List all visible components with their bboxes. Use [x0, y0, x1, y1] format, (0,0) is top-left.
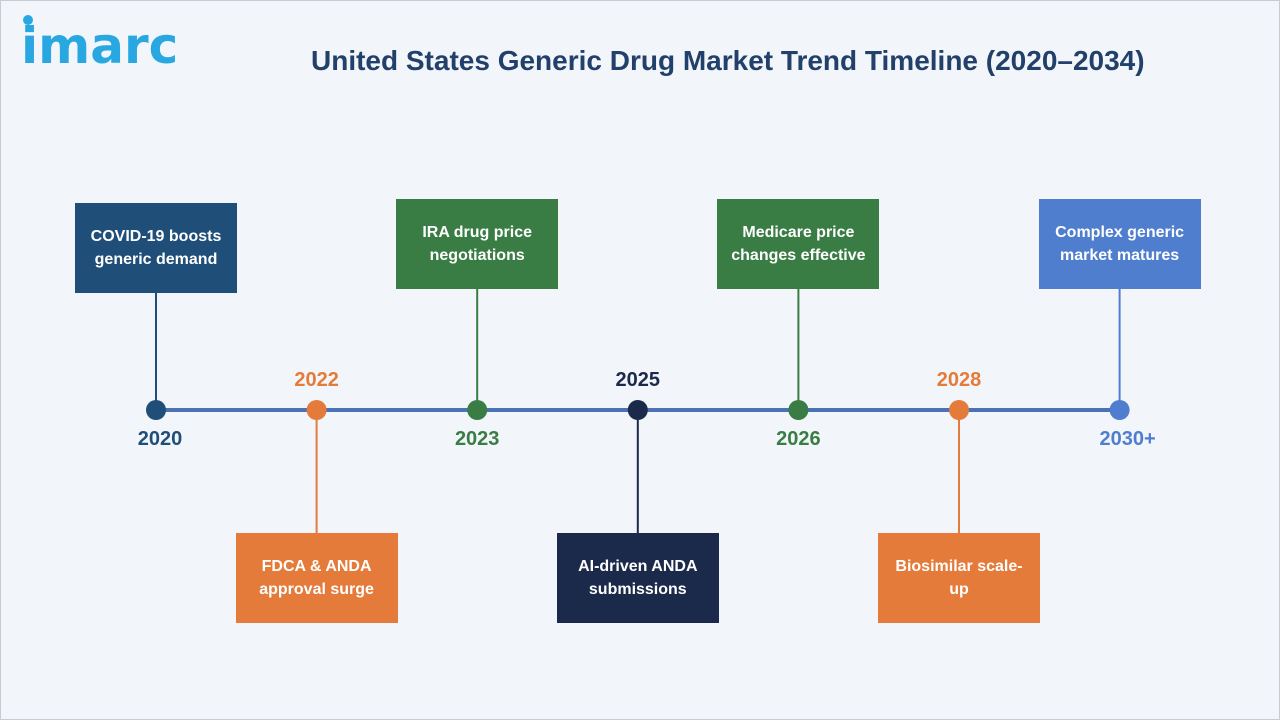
event-box: FDCA & ANDA approval surge	[235, 533, 398, 623]
event-box: Biosimilar scale-up	[878, 533, 1040, 623]
timeline-marker	[306, 400, 327, 420]
event-box: COVID-19 boosts generic demand	[75, 203, 237, 293]
event-label: Biosimilar scale-up	[895, 558, 1023, 598]
timeline-markers	[146, 400, 1130, 420]
event-box: Medicare price changes effective	[717, 199, 880, 289]
imarc-logo: imarc	[21, 17, 179, 75]
year-label: 2025	[615, 369, 661, 391]
event-label: IRA drug price negotiations	[422, 224, 532, 264]
logo-dot	[23, 15, 33, 25]
event-label: COVID-19 boosts generic demand	[90, 228, 222, 268]
year-label: 2022	[294, 369, 339, 391]
year-label: 2023	[454, 428, 500, 450]
event-box: Complex generic market matures	[1038, 199, 1201, 289]
timeline-marker	[1109, 400, 1130, 420]
timeline-marker	[627, 400, 648, 420]
event-box: IRA drug price negotiations	[396, 199, 559, 289]
page-title: United States Generic Drug Market Trend …	[311, 45, 1145, 76]
year-label: 2030+	[1099, 428, 1156, 450]
connector-lines	[155, 289, 1121, 533]
event-label: AI-driven ANDA submissions	[578, 558, 698, 598]
event-box: AI-driven ANDA submissions	[556, 533, 719, 623]
timeline-marker	[788, 400, 809, 420]
event-label: FDCA & ANDA approval surge	[259, 558, 374, 598]
timeline-marker	[949, 400, 969, 420]
event-label: Medicare price changes effective	[731, 224, 866, 264]
year-label: 2026	[776, 428, 821, 450]
timeline-marker	[467, 400, 488, 420]
event-label: Complex generic market matures	[1055, 224, 1185, 264]
year-label: 2020	[137, 428, 183, 450]
timeline-marker	[146, 400, 166, 420]
year-label: 2028	[936, 369, 982, 391]
